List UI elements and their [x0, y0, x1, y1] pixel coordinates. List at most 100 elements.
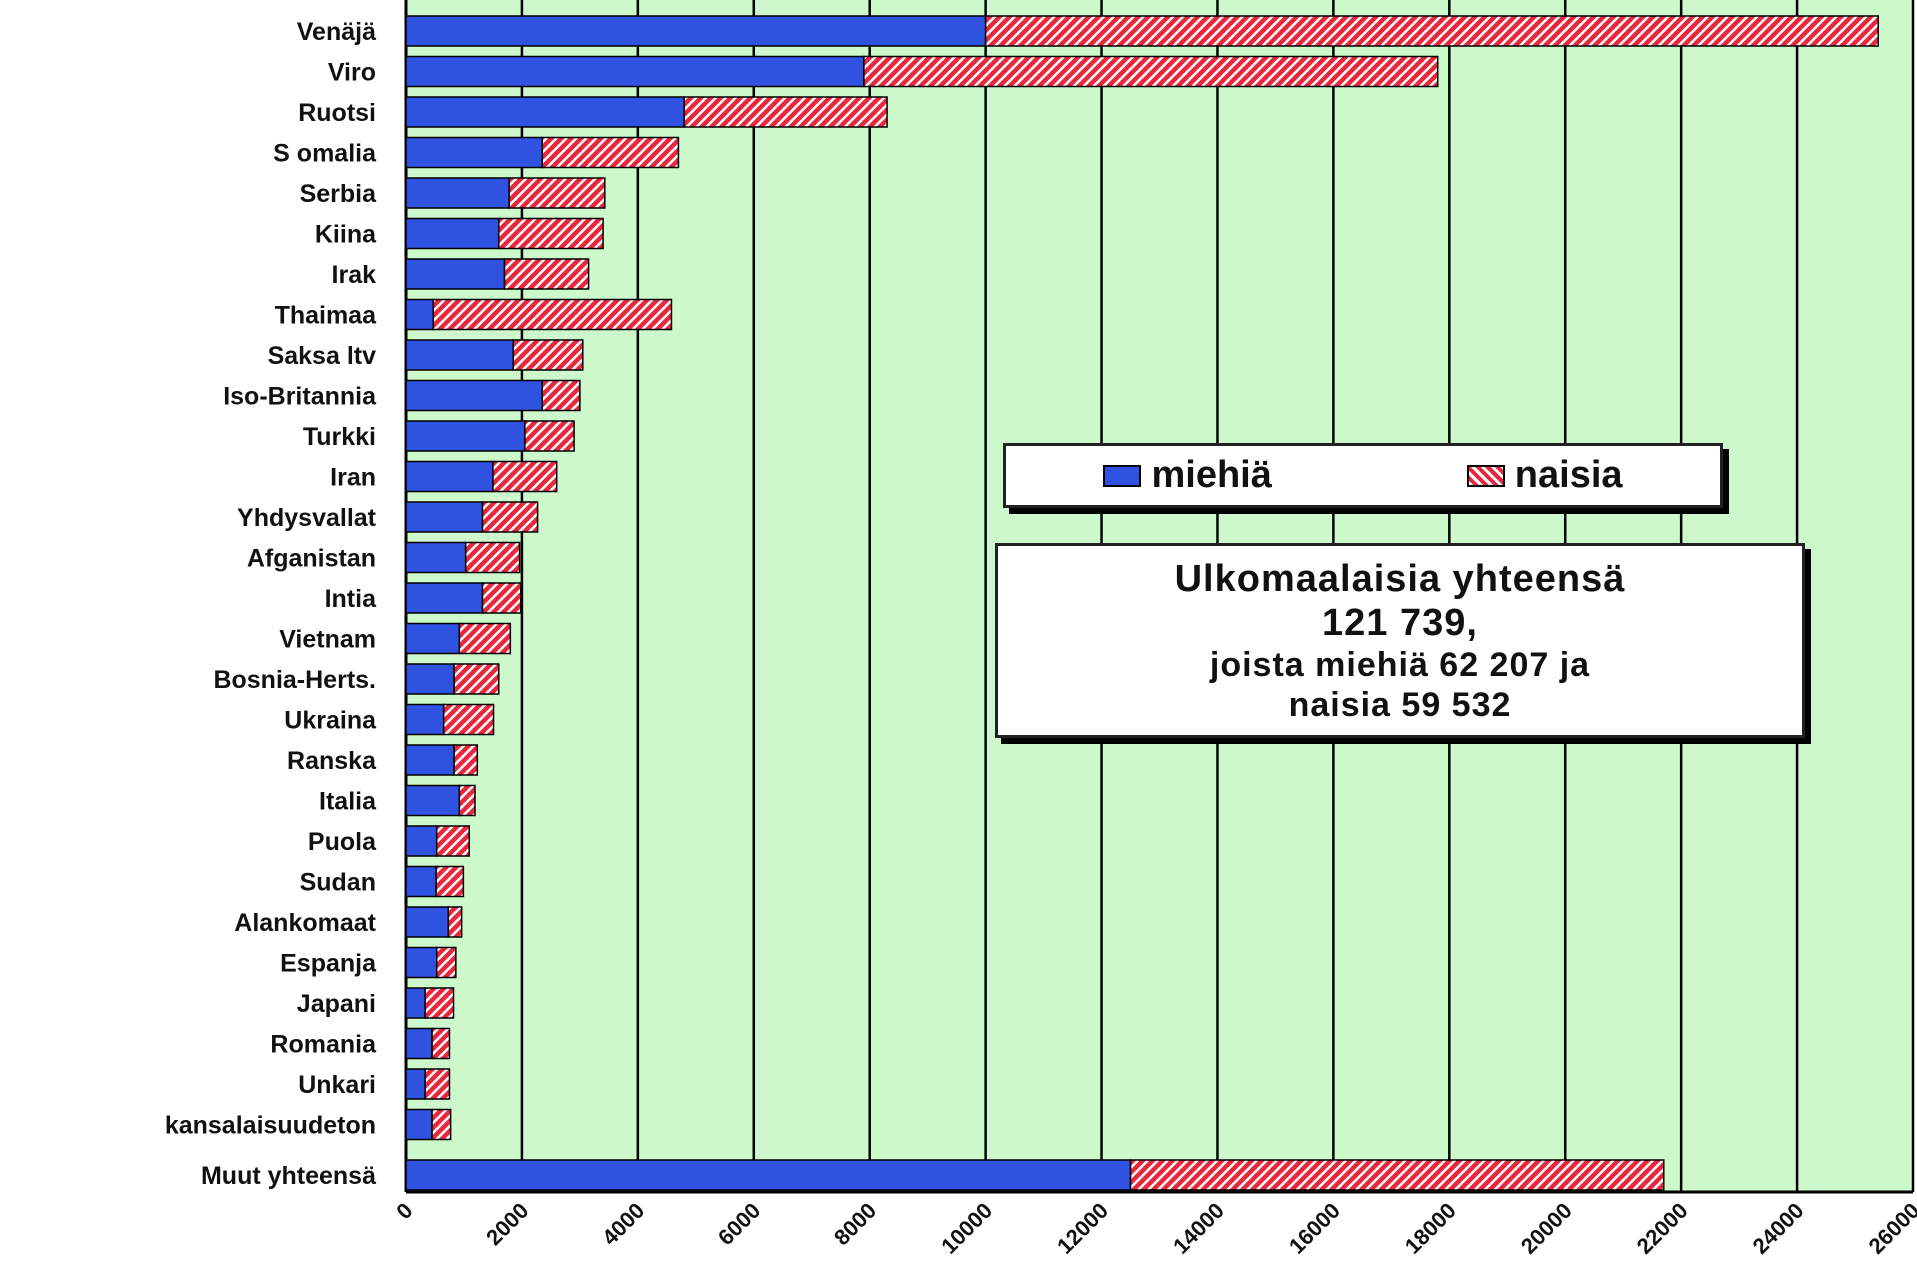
bar-women: [492, 460, 558, 493]
category-label: Iso-Britannia: [223, 383, 377, 411]
legend: miehiä naisia: [1003, 443, 1723, 508]
x-tick-label: 8000: [829, 1198, 881, 1250]
bar-women: [481, 501, 539, 533]
bar-women: [984, 15, 1879, 47]
bar-men: [405, 1068, 426, 1100]
bar-women: [453, 663, 500, 695]
category-label: Intia: [325, 585, 377, 613]
x-tick-label: 2000: [481, 1198, 533, 1250]
bar-women: [683, 96, 888, 128]
bar-women: [541, 136, 680, 169]
bar-men: [405, 582, 484, 614]
bar-men: [405, 865, 437, 898]
category-label: Unkari: [298, 1071, 376, 1099]
bar-men: [405, 987, 426, 1019]
bar-men: [405, 663, 455, 695]
category-label: Sudan: [300, 869, 376, 897]
category-label: Afganistan: [247, 545, 376, 573]
category-label: Espanja: [280, 950, 377, 978]
x-tick-label: 24000: [1748, 1198, 1809, 1259]
legend-label-women: naisia: [1514, 454, 1623, 496]
bar-men: [405, 784, 461, 817]
bar-women: [464, 541, 521, 574]
category-labels: Venäjä Viro Ruotsi S omalia Serbia Kiina Irak T…: [165, 18, 377, 1190]
bar-men: [405, 460, 494, 493]
category-label: Turkki: [303, 423, 376, 451]
bar-women: [435, 865, 465, 898]
category-label: Muut yhteensä: [201, 1162, 376, 1190]
bar-women: [1129, 1159, 1665, 1191]
legend-swatch-men: [1103, 464, 1142, 487]
category-label: kansalaisuudeton: [165, 1112, 376, 1140]
category-label: Ukraina: [284, 707, 377, 735]
bar-women: [497, 217, 604, 250]
bar-men: [405, 825, 438, 857]
bar-men: [405, 501, 484, 533]
bar-women: [435, 946, 457, 979]
x-tick-label: 6000: [713, 1198, 765, 1250]
bar-women: [442, 703, 495, 736]
bar-women: [481, 582, 522, 614]
bar-women: [458, 784, 476, 817]
bar-men: [405, 55, 865, 88]
total-annotation: Ulkomaalaisia yhteensä 121 739, joista m…: [995, 543, 1805, 738]
category-label: Alankomaat: [234, 909, 376, 937]
bar-women: [431, 1108, 452, 1141]
category-label: Saksa ltv: [268, 342, 377, 370]
annotation-line-2: 121 739,: [1322, 601, 1478, 644]
category-label: Ruotsi: [298, 99, 376, 127]
category-label: Romania: [270, 1031, 377, 1059]
category-label: Ranska: [287, 747, 377, 775]
bar-men: [405, 946, 438, 979]
category-label: Bosnia-Herts.: [213, 666, 376, 694]
x-tick-label: 4000: [597, 1198, 649, 1250]
bar-men: [405, 177, 510, 209]
category-label: Yhdysvallat: [237, 504, 377, 532]
bar-women: [512, 339, 584, 371]
category-label: Kiina: [315, 221, 377, 249]
legend-entry-men: miehiä: [1103, 454, 1272, 497]
category-label: Iran: [330, 464, 376, 492]
bar-men: [405, 96, 685, 128]
x-tick-label: 14000: [1168, 1198, 1229, 1259]
bar-women: [424, 987, 455, 1019]
category-label: Italia: [319, 788, 377, 816]
bar-women: [508, 177, 606, 209]
bar-men: [405, 541, 467, 574]
bar-women: [424, 1068, 451, 1100]
legend-label-men: miehiä: [1151, 454, 1272, 496]
bar-men: [405, 217, 500, 250]
x-tick-label: 0: [391, 1198, 417, 1224]
bar-women: [503, 258, 590, 290]
annotation-line-1: Ulkomaalaisia yhteensä: [1174, 557, 1626, 600]
category-label: Venäjä: [297, 18, 376, 46]
x-tick-label: 10000: [936, 1198, 997, 1259]
x-tick-label: 22000: [1632, 1198, 1693, 1259]
category-label: Viro: [328, 59, 376, 87]
x-tick-labels: 0 2000 4000 6000 8000 10000 12000 14000 16000 180…: [391, 1198, 1917, 1259]
bar-men: [405, 1027, 433, 1060]
bar-women: [432, 298, 673, 331]
bar-men: [405, 420, 526, 452]
bar-men: [405, 15, 987, 47]
bar-men: [405, 379, 543, 412]
category-label: Thaimaa: [275, 302, 378, 330]
bar-men: [405, 339, 514, 371]
category-label: Vietnam: [279, 626, 376, 654]
x-tick-label: 20000: [1516, 1198, 1577, 1259]
bar-men: [405, 744, 455, 776]
bar-men: [405, 298, 434, 331]
bar-men: [405, 136, 543, 169]
bar-women: [435, 825, 470, 857]
bar-women: [541, 379, 581, 412]
bar-women: [447, 906, 463, 938]
category-label: Serbia: [300, 180, 378, 208]
x-tick-label: 18000: [1400, 1198, 1461, 1259]
bar-women: [453, 744, 479, 776]
annotation-line-4: naisia 59 532: [1288, 685, 1512, 724]
bar-women: [863, 55, 1439, 88]
category-label: Puola: [308, 828, 377, 856]
legend-entry-women: naisia: [1466, 454, 1623, 497]
bar-women: [458, 622, 512, 655]
bar-women: [431, 1027, 451, 1060]
